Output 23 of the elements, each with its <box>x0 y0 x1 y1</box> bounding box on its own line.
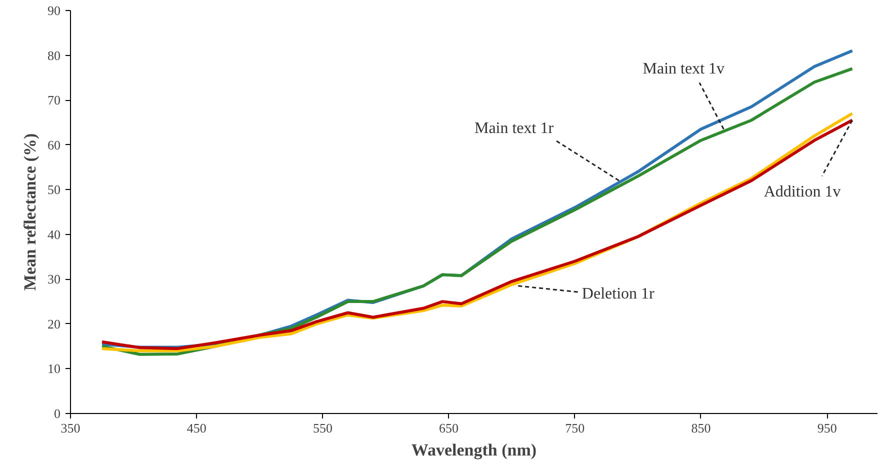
y-tick-label: 10 <box>48 361 60 376</box>
x-tick-label: 450 <box>186 420 206 436</box>
y-tick-label: 50 <box>48 182 60 198</box>
y-tick-label: 60 <box>48 137 60 152</box>
y-tick-label: 0 <box>54 406 60 421</box>
x-tick-label: 850 <box>691 420 711 436</box>
y-tick-label: 30 <box>48 272 60 287</box>
y-tick-label: 80 <box>48 48 60 63</box>
y-tick-label: 90 <box>48 3 60 18</box>
y-tick-label: 70 <box>48 92 60 108</box>
x-tick-label: 650 <box>439 420 459 436</box>
x-axis-title: Wavelength (nm) <box>411 440 537 460</box>
x-tick-label: 950 <box>817 420 837 436</box>
annotation: Deletion 1r <box>582 285 656 302</box>
annotation: Addition 1v <box>764 184 841 201</box>
y-axis-title: Mean reflectance (%) <box>20 133 40 291</box>
x-tick-label: 550 <box>312 420 332 436</box>
y-tick-label: 40 <box>48 226 60 242</box>
y-tick-label: 20 <box>48 316 60 332</box>
x-tick-label: 750 <box>565 420 585 436</box>
annotation: Main text 1v <box>642 60 725 78</box>
x-tick-label: 350 <box>60 420 80 436</box>
annotation: Main text 1r <box>474 120 554 138</box>
